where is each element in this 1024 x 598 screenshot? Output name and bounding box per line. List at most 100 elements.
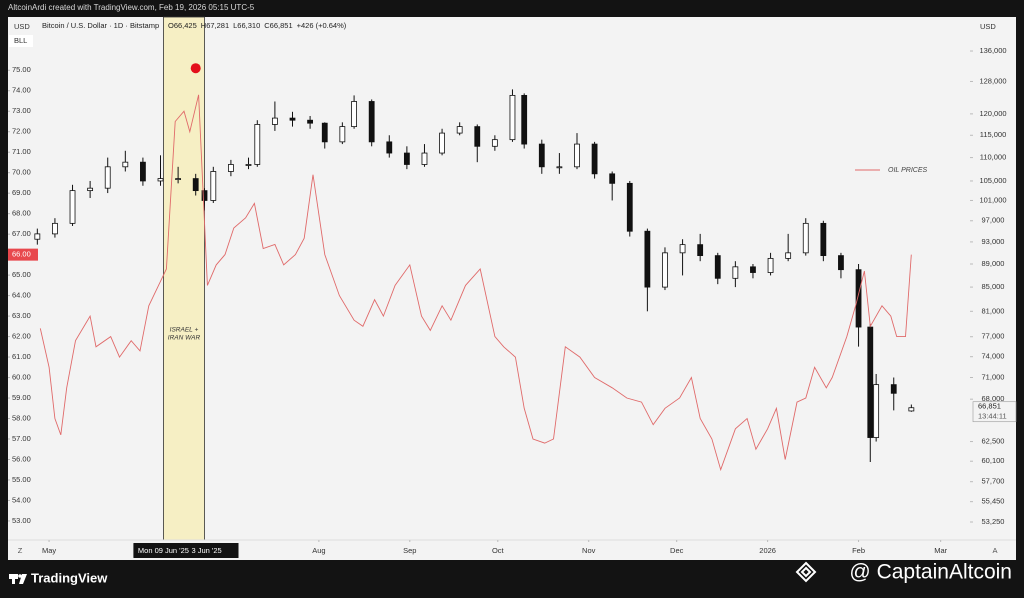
y2-tick-label: 101,000 [979,195,1006,204]
candle-body [574,143,580,168]
last-value-label: 66.00 [12,250,31,259]
range-label: 23 Jun '25 [187,546,221,555]
y-tick-label: 67.00 [12,229,31,238]
candle-body [175,178,182,180]
axis-button[interactable]: A [992,546,997,555]
y-tick-label: 74.00 [12,86,31,95]
candle-body [140,161,146,182]
candle-body [34,233,41,240]
layer: ISRAEL +IRAN WAR May Aug Sep Oct Nov Dec 2026 Fe… [8,16,1017,558]
candle-body [104,166,111,189]
ohlc-value: C66,851 [264,21,292,30]
candle-body [908,407,915,412]
axis-unit: USD [14,22,30,31]
candle-body [254,124,261,165]
candle-body [52,222,58,235]
x-tick-label: 2026 [759,546,776,555]
y-tick-label: 53.00 [12,516,31,525]
candle-body [456,126,463,134]
x-tick-label: May [42,546,56,555]
tv-logo [9,574,27,584]
candle-body [87,187,94,192]
y2-tick-label: 55,450 [982,497,1005,506]
annotation: IRAN WAR [168,335,201,342]
ohlc-value: +426 (+0.64%) [297,21,347,30]
annotation: ISRAEL + [170,327,199,334]
watermark: @ CaptainAltcoin [849,561,1012,584]
y-tick-label: 58.00 [12,414,31,423]
candle-body [867,326,874,438]
candle-body [386,141,393,154]
x-tick-label: Oct [492,546,505,555]
candle-body [538,143,545,168]
candle-body [802,222,809,254]
candle-body [351,101,357,128]
candle-body [491,139,498,147]
y2-tick-label: 115,000 [980,130,1007,139]
axis-symbol-box [9,35,33,47]
axis-unit: USD [980,22,996,31]
watermark-icon [795,561,817,583]
y-tick-label: 72.00 [12,127,31,136]
event-marker [190,63,201,74]
y-tick-label: 55.00 [12,475,31,484]
candle-body [368,101,375,143]
y2-tick-label: 89,000 [982,259,1005,268]
y-tick-label: 57.00 [12,434,31,443]
candle-body [820,222,827,257]
y-tick-label: 59.00 [12,393,31,402]
candle-body [69,190,76,224]
y-tick-label: 60.00 [12,373,31,382]
y2-tick-label: 74,000 [982,352,1005,361]
candle-body [122,161,129,168]
countdown: 13:44:11 [978,412,1007,421]
range-label: Mon 09 Jun '25 [138,546,189,555]
y-tick-label: 71.00 [12,147,31,156]
candle-body [750,266,756,273]
candle-body [626,182,633,232]
last-value-badge [8,248,38,261]
y2-tick-label: 85,000 [982,282,1005,291]
ohlc-value: L66,310 [233,21,260,30]
y2-tick-label: 105,000 [979,176,1006,185]
candle-body [767,257,774,273]
candle-body [644,230,651,288]
y2-tick-label: 77,000 [982,332,1005,341]
x-tick-label: Nov [582,546,596,555]
ohlc-value: H67,281 [201,21,229,30]
candle-body [509,94,516,141]
range-label-bg [133,544,192,557]
y-tick-label: 69.00 [12,188,31,197]
candle-body [785,252,792,259]
y2-tick-label: 110,000 [980,153,1007,162]
y-tick-label: 63.00 [12,311,31,320]
candle-body [714,255,721,279]
candle-body [609,173,616,184]
x-tick-label: Sep [403,546,416,555]
y2-tick-label: 57,700 [982,477,1005,486]
brand: TradingView [31,570,108,585]
chart-title: Bitcoin / U.S. Dollar · 1D · Bitstamp [42,21,159,30]
y2-tick-label: 68,000 [982,394,1005,403]
candle-body [474,126,481,147]
candle-body [339,126,346,143]
y-tick-label: 62.00 [12,332,31,341]
axis-button[interactable]: Z [18,546,23,555]
header: AltcoinArdi created with TradingView.com… [8,3,255,12]
candle-body [855,269,862,328]
candle-body [873,384,880,438]
candle-body [210,171,217,201]
y2-tick-label: 120,000 [979,109,1006,118]
x-tick-label: Aug [312,546,325,555]
candle-body [228,164,234,172]
candle-body [662,252,668,288]
last-price-label: 66,851 [978,402,1001,411]
y2-tick-label: 62,500 [982,437,1005,446]
candle-body [679,244,686,254]
y-tick-label: 54.00 [12,495,31,504]
candle-body [838,255,844,271]
candle-body [697,244,704,257]
y-tick-label: 68.00 [12,209,31,218]
y2-tick-label: 136,000 [979,46,1006,55]
